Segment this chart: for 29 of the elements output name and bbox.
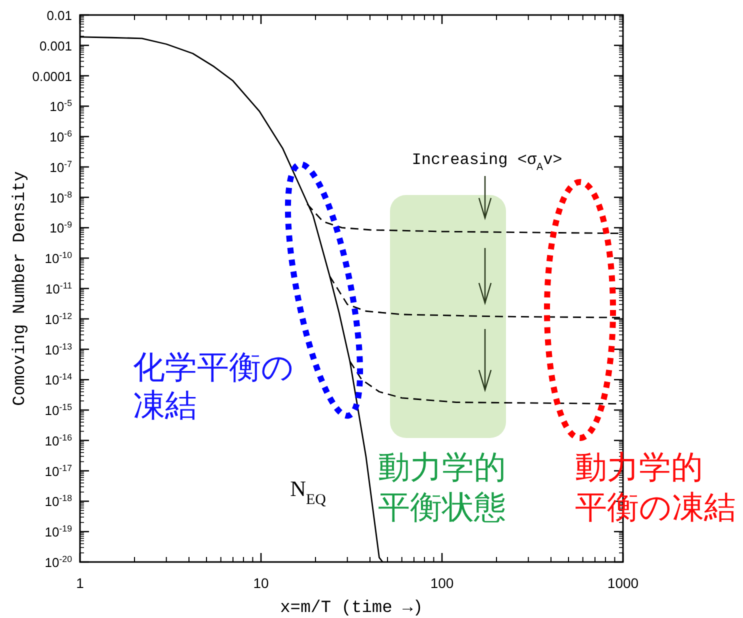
x-tick-label: 10 xyxy=(253,575,269,591)
y-tick-label: 10$^{-20}$ xyxy=(44,554,72,570)
x-tick-label: 1 xyxy=(76,575,84,591)
y-tick-label: 0.01 xyxy=(46,8,72,23)
y-tick-label: 10$^{-9}$ xyxy=(50,220,72,236)
x-axis-title: x=m/T (time →) xyxy=(280,599,423,618)
annotation: 動力学的平衡状態 xyxy=(378,448,506,526)
y-tick-label: 10$^{-17}$ xyxy=(44,462,72,479)
x-tick-label: 1000 xyxy=(607,575,639,591)
y-tick-label: 10$^{-11}$ xyxy=(45,280,72,296)
y-tick-label: 10$^{-5}$ xyxy=(50,98,72,114)
annotation: Increasing <σ$_{A}$v> xyxy=(412,151,562,174)
annotation: 化学平衡の凍結 xyxy=(133,348,294,424)
y-tick-label: 10$^{-18}$ xyxy=(44,493,72,510)
y-tick-label: 10$^{-16}$ xyxy=(44,432,72,448)
y-tick-label: 10$^{-8}$ xyxy=(50,189,72,206)
y-tick-label: 10$^{-13}$ xyxy=(44,341,72,358)
y-tick-label: 10$^{-7}$ xyxy=(50,158,72,175)
series-label: N$_{EQ}$ xyxy=(290,476,326,508)
y-tick-label: 10$^{-12}$ xyxy=(44,310,72,327)
y-tick-label: 10$^{-6}$ xyxy=(50,128,72,145)
y-tick-label: 0.0001 xyxy=(32,68,72,84)
y-tick-label: 10$^{-14}$ xyxy=(44,372,72,388)
x-tick-label: 100 xyxy=(430,575,454,591)
y-tick-label: 10$^{-19}$ xyxy=(44,524,72,540)
y-axis-title: Comoving Number Density xyxy=(11,171,30,406)
y-tick-label: 0.001 xyxy=(39,38,72,54)
y-tick-label: 10$^{-10}$ xyxy=(44,250,72,266)
y-tick-label: 10$^{-15}$ xyxy=(44,402,72,418)
